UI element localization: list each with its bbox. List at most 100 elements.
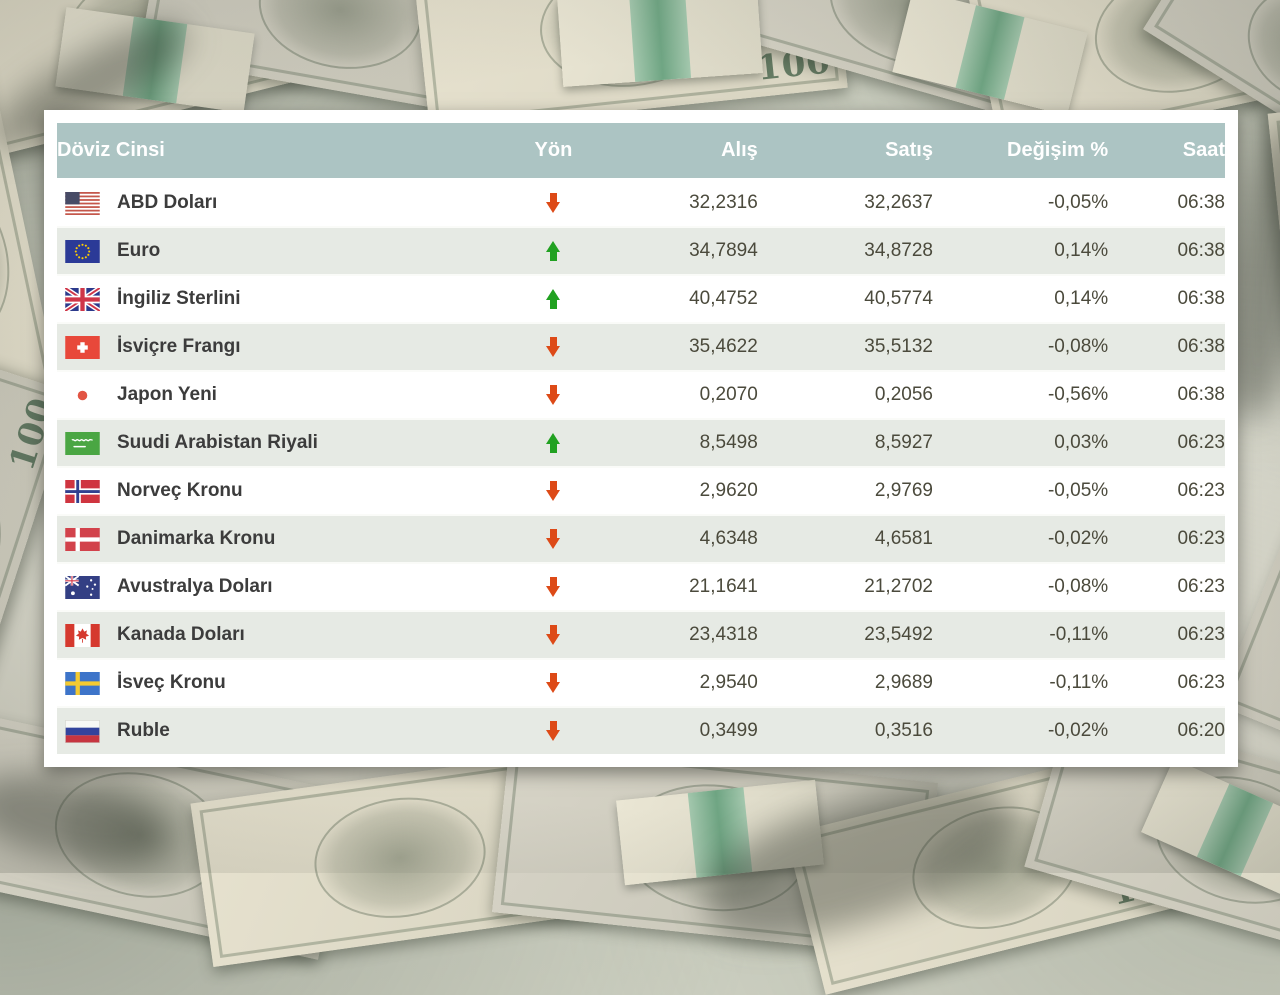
buy-value: 34,7894 — [641, 226, 758, 274]
time-value: 06:38 — [1108, 322, 1225, 370]
column-header-buy: Alış — [641, 123, 758, 178]
time-value: 06:38 — [1108, 178, 1225, 226]
change-percent: 0,14% — [932, 226, 1109, 274]
sell-value: 23,5492 — [757, 610, 933, 658]
change-percent: -0,56% — [932, 370, 1109, 418]
japan-flag-icon — [65, 383, 100, 407]
change-percent: -0,02% — [932, 514, 1109, 562]
time-value: 06:20 — [1108, 706, 1225, 754]
currency-name: Euro — [117, 240, 161, 261]
canada-flag-icon — [65, 623, 100, 647]
sell-value: 4,6581 — [757, 514, 933, 562]
us-flag-icon — [65, 191, 100, 215]
column-header-change: Değişim % — [932, 123, 1109, 178]
direction-arrow-icon — [545, 576, 561, 597]
sell-value: 21,2702 — [757, 562, 933, 610]
table-row: İngiliz Sterlini 40,4752 40,5774 0,14% 0… — [57, 274, 1225, 322]
sweden-flag-icon — [65, 671, 100, 695]
buy-value: 0,3499 — [641, 706, 758, 754]
switzerland-flag-icon — [65, 335, 100, 359]
column-header-sell: Satış — [757, 123, 933, 178]
buy-value: 35,4622 — [641, 322, 758, 370]
buy-value: 40,4752 — [641, 274, 758, 322]
bill-stack-band — [557, 0, 763, 87]
change-percent: -0,11% — [932, 658, 1109, 706]
russia-flag-icon — [65, 719, 100, 743]
time-value: 06:38 — [1108, 370, 1225, 418]
table-row: Avustralya Doları 21,1641 21,2702 -0,08%… — [57, 562, 1225, 610]
direction-arrow-icon — [545, 624, 561, 645]
direction-arrow-icon — [545, 528, 561, 549]
change-percent: -0,11% — [932, 610, 1109, 658]
change-percent: -0,02% — [932, 706, 1109, 754]
table-row: Japon Yeni 0,2070 0,2056 -0,56% 06:38 — [57, 370, 1225, 418]
sell-value: 8,5927 — [757, 418, 933, 466]
table-row: Norveç Kronu 2,9620 2,9769 -0,05% 06:23 — [57, 466, 1225, 514]
time-value: 06:23 — [1108, 514, 1225, 562]
direction-arrow-icon — [545, 672, 561, 693]
banknote-portrait-oval — [1225, 0, 1280, 126]
australia-flag-icon — [65, 575, 100, 599]
direction-arrow-icon — [545, 192, 561, 213]
buy-value: 23,4318 — [641, 610, 758, 658]
time-value: 06:23 — [1108, 658, 1225, 706]
column-header-time: Saat — [1108, 123, 1225, 178]
table-row: Danimarka Kronu 4,6348 4,6581 -0,02% 06:… — [57, 514, 1225, 562]
buy-value: 2,9620 — [641, 466, 758, 514]
direction-arrow-icon — [545, 384, 561, 405]
sell-value: 2,9769 — [757, 466, 933, 514]
time-value: 06:38 — [1108, 226, 1225, 274]
buy-value: 21,1641 — [641, 562, 758, 610]
buy-value: 4,6348 — [641, 514, 758, 562]
column-header-direction: Yön — [465, 123, 641, 178]
table-row: Suudi Arabistan Riyali 8,5498 8,5927 0,0… — [57, 418, 1225, 466]
buy-value: 8,5498 — [641, 418, 758, 466]
currency-name: Japon Yeni — [117, 384, 217, 405]
change-percent: -0,05% — [932, 466, 1109, 514]
banknote-portrait-oval — [249, 0, 431, 82]
change-percent: -0,08% — [932, 562, 1109, 610]
change-percent: 0,14% — [932, 274, 1109, 322]
currency-name: Avustralya Doları — [117, 576, 273, 597]
time-value: 06:23 — [1108, 562, 1225, 610]
norway-flag-icon — [65, 479, 100, 503]
table-row: Euro 34,7894 34,8728 0,14% 06:38 — [57, 226, 1225, 274]
table-row: Kanada Doları 23,4318 23,5492 -0,11% 06:… — [57, 610, 1225, 658]
direction-arrow-icon — [545, 480, 561, 501]
sell-value: 35,5132 — [757, 322, 933, 370]
direction-arrow-icon — [545, 720, 561, 741]
currency-name: ABD Doları — [117, 192, 218, 213]
currency-name: İsviçre Frangı — [117, 336, 241, 357]
table-row: İsveç Kronu 2,9540 2,9689 -0,11% 06:23 — [57, 658, 1225, 706]
currency-name: Suudi Arabistan Riyali — [117, 432, 318, 453]
direction-arrow-icon — [545, 288, 561, 309]
banknote-portrait-oval — [306, 786, 494, 929]
banknote-portrait-oval — [1271, 486, 1280, 664]
banknote-portrait-oval — [0, 167, 24, 353]
uk-flag-icon — [65, 287, 100, 311]
table-header-row: Döviz Cinsi Yön Alış Satış Değişim % Saa… — [57, 123, 1225, 178]
buy-value: 32,2316 — [641, 178, 758, 226]
time-value: 06:23 — [1108, 610, 1225, 658]
time-value: 06:23 — [1108, 466, 1225, 514]
direction-arrow-icon — [545, 336, 561, 357]
denmark-flag-icon — [65, 527, 100, 551]
currency-name: Norveç Kronu — [117, 480, 243, 501]
table-row: ABD Doları 32,2316 32,2637 -0,05% 06:38 — [57, 178, 1225, 226]
currency-name: Danimarka Kronu — [117, 528, 276, 549]
change-percent: -0,05% — [932, 178, 1109, 226]
column-header-currency: Döviz Cinsi — [57, 123, 466, 178]
sell-value: 2,9689 — [757, 658, 933, 706]
saudi-arabia-flag-icon — [65, 431, 100, 455]
eu-flag-icon — [65, 239, 100, 263]
direction-arrow-icon — [545, 432, 561, 453]
change-percent: 0,03% — [932, 418, 1109, 466]
buy-value: 2,9540 — [641, 658, 758, 706]
currency-name: Kanada Doları — [117, 624, 245, 645]
sell-value: 34,8728 — [757, 226, 933, 274]
sell-value: 0,3516 — [757, 706, 933, 754]
table-row: İsviçre Frangı 35,4622 35,5132 -0,08% 06… — [57, 322, 1225, 370]
time-value: 06:23 — [1108, 418, 1225, 466]
time-value: 06:38 — [1108, 274, 1225, 322]
table-row: Ruble 0,3499 0,3516 -0,02% 06:20 — [57, 706, 1225, 754]
